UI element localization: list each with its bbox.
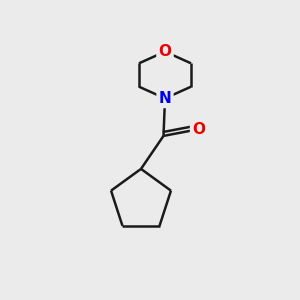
Text: O: O [158,44,172,59]
Text: O: O [192,122,205,137]
Text: N: N [159,91,171,106]
